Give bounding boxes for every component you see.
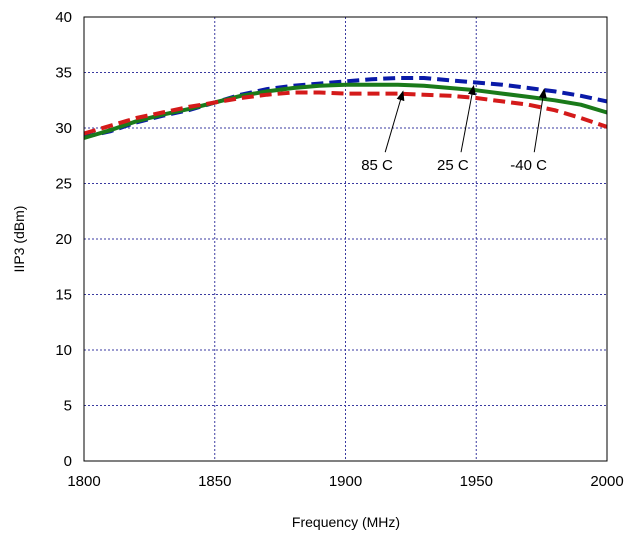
y-tick-label: 5 — [64, 398, 72, 415]
x-tick-label: 1900 — [329, 473, 362, 490]
y-axis-label: IIP3 (dBm) — [11, 206, 27, 273]
series-layer — [83, 76, 608, 140]
annotation-arrow — [460, 84, 476, 153]
plot-frame — [83, 16, 608, 462]
y-tick-label: 20 — [55, 231, 72, 248]
y-tick-label: 40 — [55, 9, 72, 26]
tick-labels: 1800 1850 1900 1950 2000 0 5 10 15 20 25 30 35 40 — [55, 9, 623, 490]
x-tick-label: 1850 — [198, 473, 231, 490]
y-tick-label: 0 — [64, 453, 72, 470]
annotation-label: -40 C — [510, 157, 547, 174]
annotation-arrow — [384, 90, 405, 153]
y-tick-label: 30 — [55, 120, 72, 137]
x-tick-label: 2000 — [590, 473, 623, 490]
y-tick-label: 15 — [55, 287, 72, 304]
annotation-label: 85 C — [361, 157, 393, 174]
series-line-25cc — [83, 82, 608, 140]
y-tick-label: 10 — [55, 342, 72, 359]
y-tick-label: 35 — [55, 65, 72, 82]
x-tick-label: 1800 — [67, 473, 100, 490]
y-tick-label: 25 — [55, 176, 72, 193]
x-axis-label: Frequency (MHz) — [292, 514, 400, 530]
series-line-85cc — [83, 90, 608, 136]
annotation-arrow — [533, 88, 547, 153]
x-tick-label: 1950 — [460, 473, 493, 490]
annotation-label: 25 C — [437, 157, 469, 174]
annotations: 85 C 25 C -40 C — [361, 84, 547, 174]
